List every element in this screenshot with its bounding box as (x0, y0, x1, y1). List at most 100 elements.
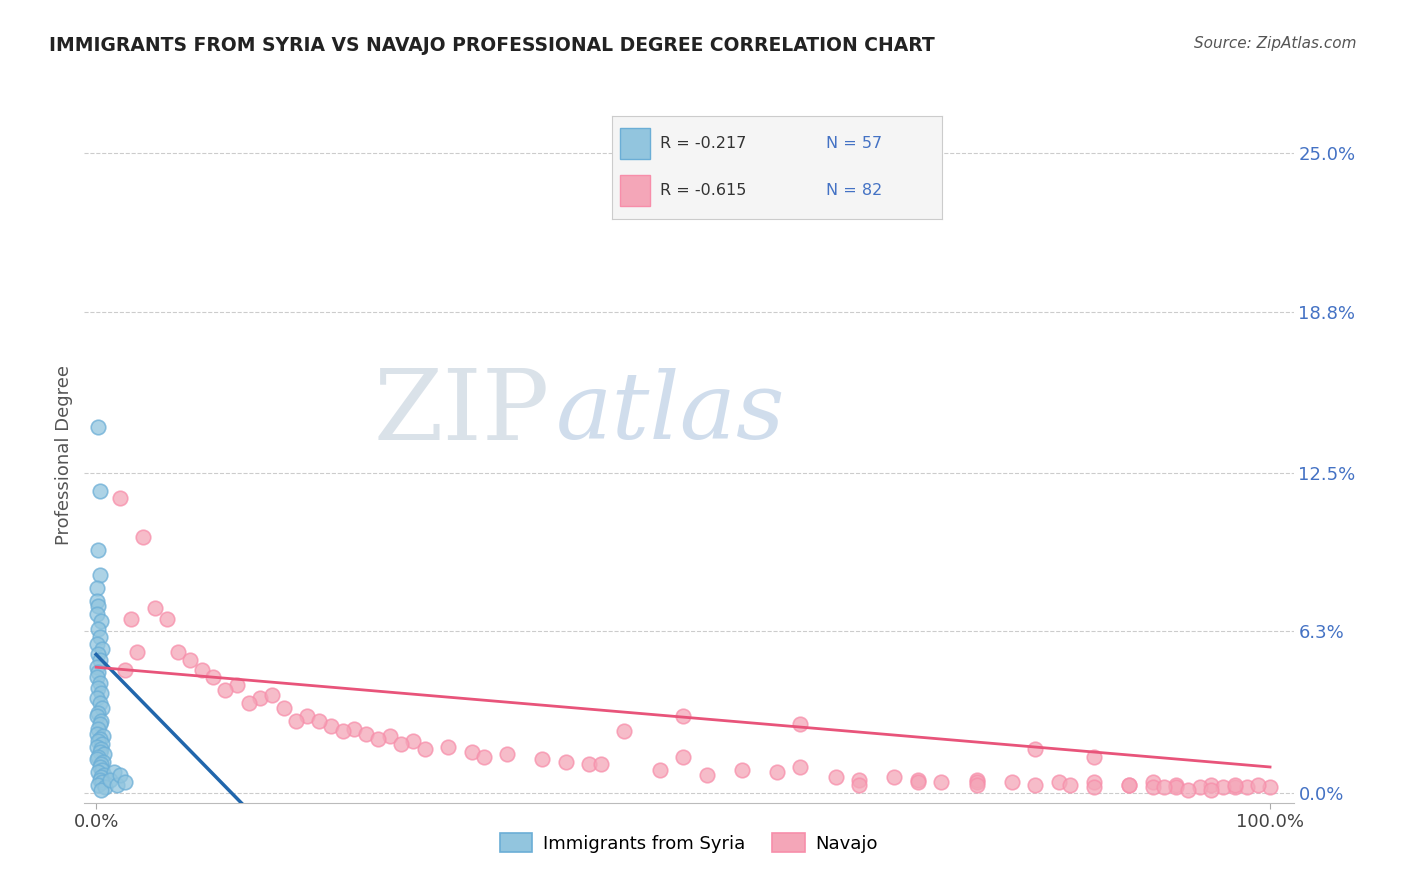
Point (91, 755, 114, 769)
Point (93, 767, 115, 781)
Point (883, 770, 905, 784)
Point (190, 663, 212, 677)
Point (89, 760, 111, 774)
Point (262, 689, 284, 703)
Point (91, 729, 114, 743)
Point (93, 747, 115, 762)
Point (91, 737, 114, 751)
Point (332, 724, 354, 739)
Point (578, 757, 600, 772)
Point (249, 690, 271, 705)
Point (89, 675, 111, 690)
Point (86, 637, 108, 651)
Point (87, 622, 110, 636)
Point (91, 701, 114, 715)
Point (848, 772, 870, 787)
Point (1258, 780, 1281, 795)
Point (1166, 778, 1188, 792)
Point (1153, 780, 1175, 795)
Point (1247, 778, 1270, 792)
Point (789, 716, 811, 731)
Point (143, 601, 166, 615)
Point (472, 749, 495, 764)
Point (931, 775, 953, 789)
Point (1223, 778, 1246, 792)
Point (87, 749, 110, 764)
Text: N = 82: N = 82 (827, 184, 883, 198)
Point (824, 770, 846, 784)
Bar (620, 128, 650, 159)
Point (108, 491, 131, 506)
Point (94, 780, 117, 795)
Point (114, 775, 136, 789)
Point (343, 722, 366, 736)
Point (89, 652, 111, 666)
Point (89, 483, 111, 498)
Point (87, 722, 110, 736)
Bar (620, 176, 650, 206)
Point (1223, 780, 1246, 795)
Point (87, 648, 110, 662)
Point (966, 775, 988, 789)
Point (297, 708, 319, 723)
Point (1201, 778, 1223, 792)
Point (1024, 742, 1046, 756)
Point (1047, 775, 1070, 789)
Point (103, 765, 125, 780)
Point (531, 752, 554, 766)
Point (90, 686, 112, 700)
Point (1201, 783, 1223, 797)
Point (90, 742, 112, 756)
Point (214, 683, 236, 698)
Point (87, 734, 110, 748)
Point (367, 731, 389, 746)
Point (167, 645, 190, 659)
Point (91, 763, 114, 777)
Point (1083, 775, 1105, 789)
Point (1001, 775, 1024, 789)
Point (87, 599, 110, 613)
Text: ZIP: ZIP (374, 366, 550, 461)
Y-axis label: Professional Degree: Professional Degree (55, 365, 73, 545)
Point (89, 630, 111, 644)
Point (86, 727, 108, 741)
Point (114, 663, 136, 677)
Point (155, 612, 177, 626)
Point (1118, 778, 1140, 792)
Point (848, 778, 870, 792)
Point (238, 696, 260, 710)
Point (86, 670, 108, 684)
Point (90, 783, 112, 797)
Point (202, 670, 225, 684)
Point (672, 708, 695, 723)
Point (413, 742, 436, 756)
Point (127, 645, 149, 659)
Point (90, 770, 112, 784)
Point (1083, 780, 1105, 795)
Point (87, 542, 110, 557)
Legend: Immigrants from Syria, Navajo: Immigrants from Syria, Navajo (492, 826, 886, 860)
Point (1118, 778, 1140, 792)
Point (354, 727, 377, 741)
Point (1212, 780, 1234, 795)
Point (86, 708, 108, 723)
Text: R = -0.615: R = -0.615 (659, 184, 747, 198)
Point (402, 734, 425, 748)
Point (731, 763, 754, 777)
Point (87, 419, 110, 434)
Point (89, 716, 111, 731)
Point (89, 696, 111, 710)
Point (766, 765, 789, 780)
Point (87, 765, 110, 780)
Point (91, 642, 114, 657)
Point (86, 690, 108, 705)
Text: IMMIGRANTS FROM SYRIA VS NAVAJO PROFESSIONAL DEGREE CORRELATION CHART: IMMIGRANTS FROM SYRIA VS NAVAJO PROFESSI… (49, 36, 935, 54)
Point (87, 778, 110, 792)
Point (86, 593, 108, 607)
Point (1142, 780, 1164, 795)
Text: N = 57: N = 57 (827, 136, 883, 151)
Point (89, 772, 111, 787)
Point (90, 614, 112, 628)
Point (613, 724, 636, 739)
Point (179, 652, 201, 666)
